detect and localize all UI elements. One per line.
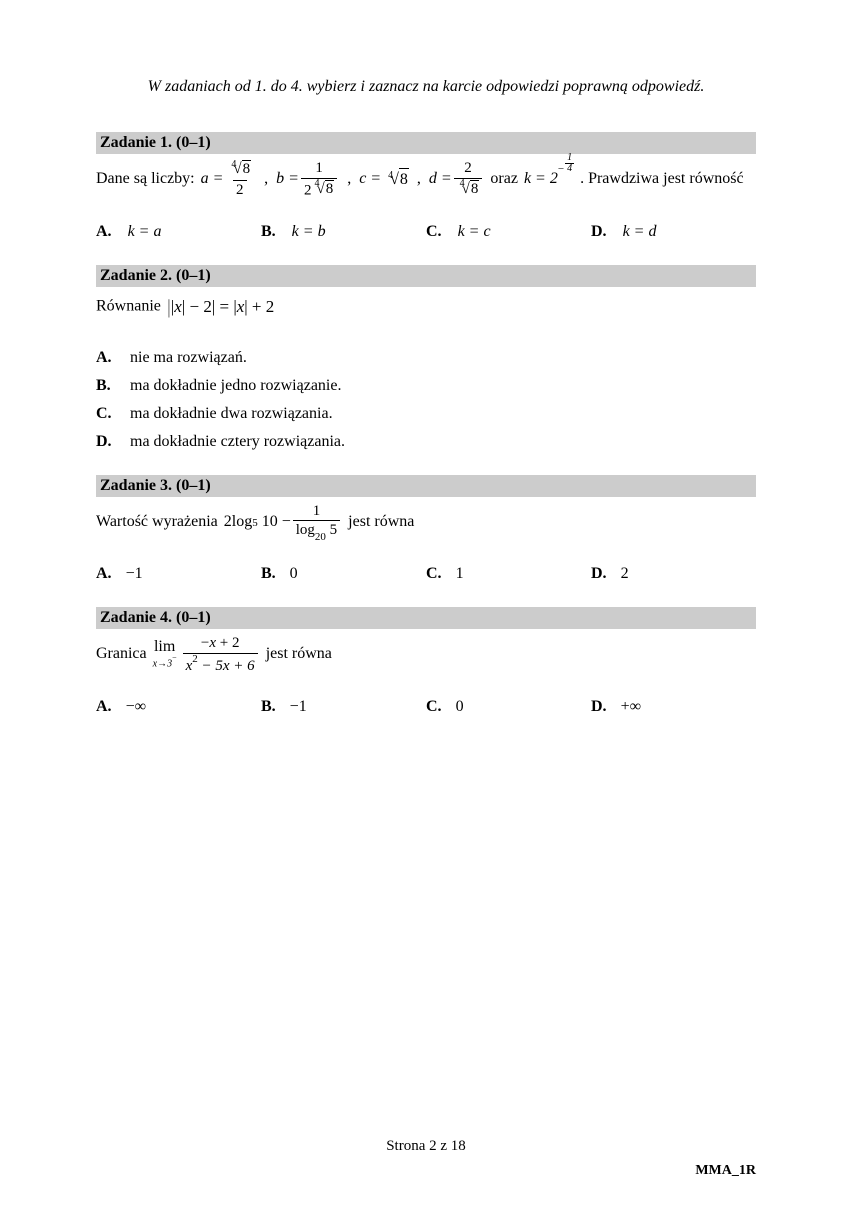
document-id: MMA_1R [695, 1163, 756, 1179]
task-3-body: Wartość wyrażenia 2log5 10 − 1 log20 5 j… [96, 503, 756, 542]
expr-3: 2log5 10 − 1 log20 5 [224, 503, 342, 542]
expr-b: b = 1 24√8 [276, 160, 339, 199]
task-1-body: Dane są liczby: a = 4√8 2 , b = 1 24√8 ,… [96, 160, 756, 199]
eq2: ||x| − 2| = |x| + 2 [167, 293, 274, 321]
answer-1C[interactable]: C.k = c [426, 223, 591, 241]
task-3-prefix: Wartość wyrażenia [96, 512, 222, 529]
task-2-prefix: Równanie [96, 297, 165, 314]
task-4-prefix: Granica [96, 645, 151, 662]
expr-d: d = 2 4√8 [429, 160, 485, 199]
answer-2C[interactable]: C.ma dokładnie dwa rozwiązania. [96, 405, 756, 423]
task-3-suffix: jest równa [348, 512, 414, 529]
task-1-heading: Zadanie 1. (0–1) [96, 132, 756, 154]
answer-4B[interactable]: B.−1 [261, 698, 426, 716]
task-4-body: Granica lim x→3− −x + 2 x2 − 5x + 6 jest… [96, 635, 756, 674]
task-4-answers: A.−∞ B.−1 C.0 D.+∞ [96, 698, 756, 716]
task-4-suffix: jest równa [266, 645, 332, 662]
task-4-heading: Zadanie 4. (0–1) [96, 607, 756, 629]
answer-3B[interactable]: B.0 [261, 565, 426, 583]
answer-4D[interactable]: D.+∞ [591, 698, 756, 716]
answer-3D[interactable]: D.2 [591, 565, 756, 583]
answer-2D[interactable]: D.ma dokładnie cztery rozwiązania. [96, 433, 756, 451]
task-1-prefix: Dane są liczby: [96, 170, 199, 187]
page-footer: Strona 2 z 18 [0, 1138, 852, 1155]
answer-3C[interactable]: C.1 [426, 565, 591, 583]
instruction-text: W zadaniach od 1. do 4. wybierz i zaznac… [96, 78, 756, 96]
task-1-suffix: . Prawdziwa jest równość [580, 170, 744, 187]
answer-1D[interactable]: D.k = d [591, 223, 756, 241]
task-2-answers: A.nie ma rozwiązań. B.ma dokładnie jedno… [96, 349, 756, 451]
task-1-oraz: oraz [490, 170, 522, 187]
task-3-answers: A.−1 B.0 C.1 D.2 [96, 565, 756, 583]
answer-3A[interactable]: A.−1 [96, 565, 261, 583]
expr-k: k = 2 −14 [524, 167, 574, 192]
answer-2A[interactable]: A.nie ma rozwiązań. [96, 349, 756, 367]
answer-1B[interactable]: B.k = b [261, 223, 426, 241]
task-2-heading: Zadanie 2. (0–1) [96, 265, 756, 287]
expr-4: lim x→3− −x + 2 x2 − 5x + 6 [153, 635, 260, 674]
page: W zadaniach od 1. do 4. wybierz i zaznac… [0, 0, 852, 1205]
expr-a: a = 4√8 2 [201, 160, 257, 199]
answer-1A[interactable]: A.k = a [96, 223, 261, 241]
task-2-body: Równanie ||x| − 2| = |x| + 2 [96, 293, 756, 321]
task-3-heading: Zadanie 3. (0–1) [96, 475, 756, 497]
task-1-answers: A.k = a B.k = b C.k = c D.k = d [96, 223, 756, 241]
answer-2B[interactable]: B.ma dokładnie jedno rozwiązanie. [96, 377, 756, 395]
answer-4A[interactable]: A.−∞ [96, 698, 261, 716]
expr-c: c = 4√8 [359, 168, 409, 191]
answer-4C[interactable]: C.0 [426, 698, 591, 716]
